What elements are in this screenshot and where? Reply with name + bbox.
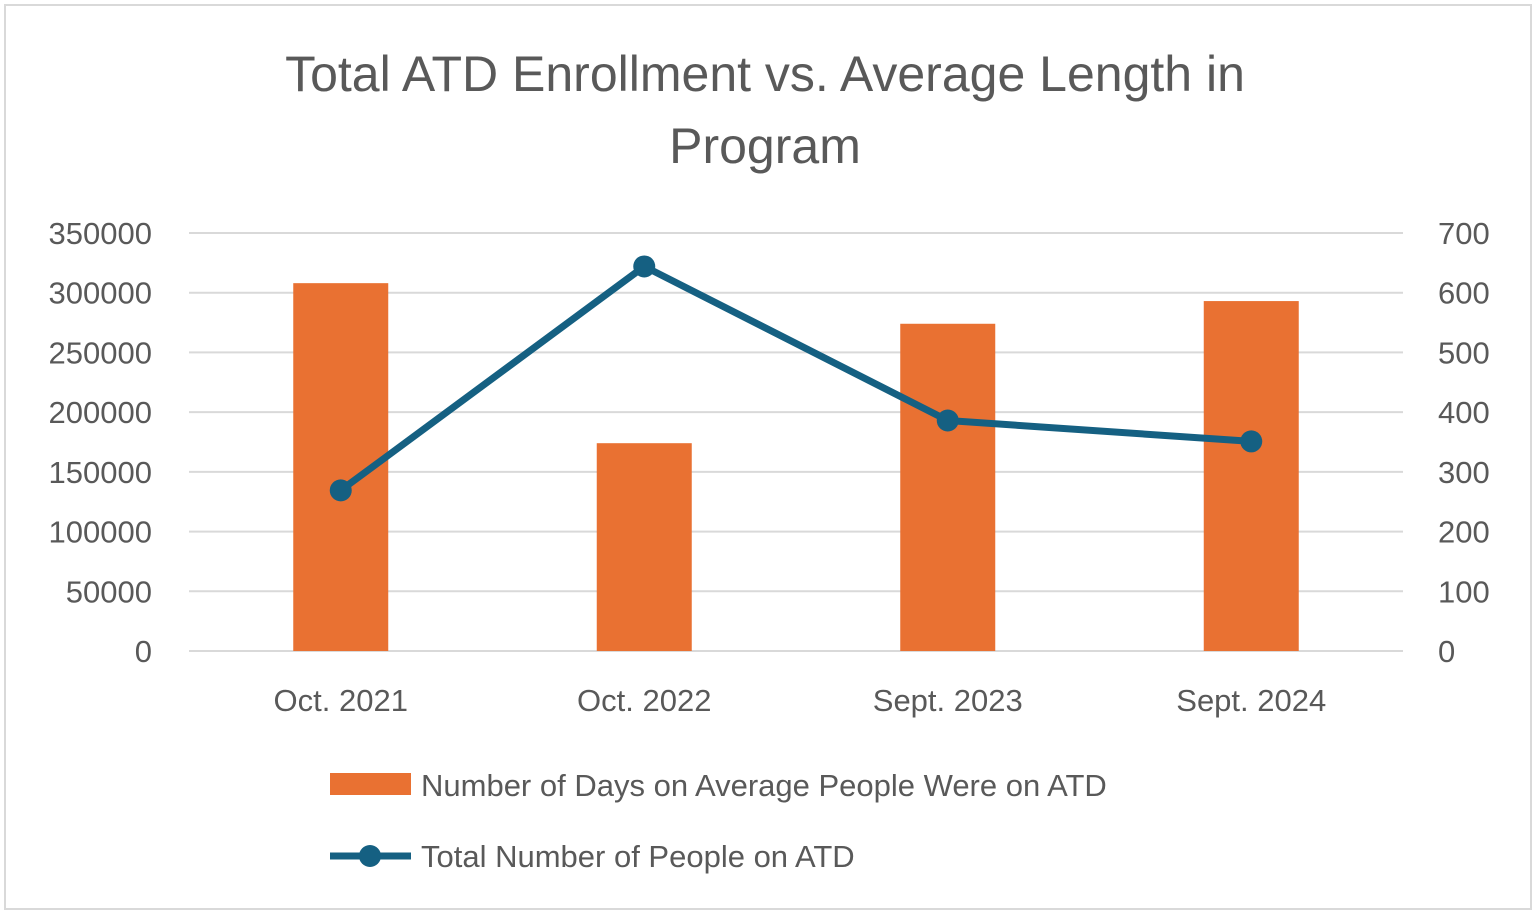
category-label: Oct. 2021 — [274, 683, 408, 718]
left-axis-tick-label: 200000 — [49, 395, 152, 430]
left-axis: 0 50000 100000 150000 200000 250000 300000 3500… — [49, 216, 152, 669]
bar-days-3 — [900, 323, 996, 651]
category-label: Oct. 2022 — [577, 683, 711, 718]
point-people-4 — [1240, 430, 1263, 453]
legend-swatch-days — [330, 773, 411, 795]
right-axis-tick-label: 200 — [1438, 515, 1490, 550]
legend-label-days: Number of Days on Average People Were on… — [421, 768, 1107, 803]
line-people — [337, 262, 1255, 494]
point-people-1 — [329, 479, 352, 502]
left-axis-tick-label: 50000 — [66, 574, 152, 609]
right-axis-tick-label: 700 — [1438, 216, 1490, 251]
left-axis-tick-label: 350000 — [49, 216, 152, 251]
right-axis-tick-label: 500 — [1438, 335, 1490, 370]
chart-title-line-2: Program — [669, 118, 861, 174]
legend-swatch-people-marker — [359, 845, 381, 867]
bar-days-4 — [1203, 301, 1299, 651]
bar-days-2 — [596, 443, 692, 651]
right-axis-tick-label: 0 — [1438, 634, 1455, 669]
category-axis: Oct. 2021 Oct. 2022 Sept. 2023 Sept. 2024 — [274, 683, 1327, 718]
left-axis-tick-label: 150000 — [49, 455, 152, 490]
left-axis-tick-label: 250000 — [49, 335, 152, 370]
right-axis: 0 100 200 300 400 500 600 700 — [1438, 216, 1490, 669]
category-label: Sept. 2024 — [1176, 683, 1326, 718]
left-axis-tick-label: 300000 — [49, 276, 152, 311]
right-axis-tick-label: 600 — [1438, 276, 1490, 311]
right-axis-tick-label: 100 — [1438, 574, 1490, 609]
category-label: Sept. 2023 — [873, 683, 1023, 718]
point-people-2 — [633, 255, 656, 278]
right-axis-tick-label: 300 — [1438, 455, 1490, 490]
left-axis-tick-label: 0 — [135, 634, 152, 669]
bar-series — [293, 283, 1299, 651]
left-axis-tick-label: 100000 — [49, 515, 152, 550]
legend-label-people: Total Number of People on ATD — [421, 839, 855, 874]
line-series — [329, 255, 1263, 502]
chart-title-line-1: Total ATD Enrollment vs. Average Length … — [285, 46, 1245, 102]
legend: Number of Days on Average People Were on… — [330, 768, 1107, 874]
right-axis-tick-label: 400 — [1438, 395, 1490, 430]
gridlines — [189, 232, 1403, 652]
point-people-3 — [936, 409, 959, 432]
